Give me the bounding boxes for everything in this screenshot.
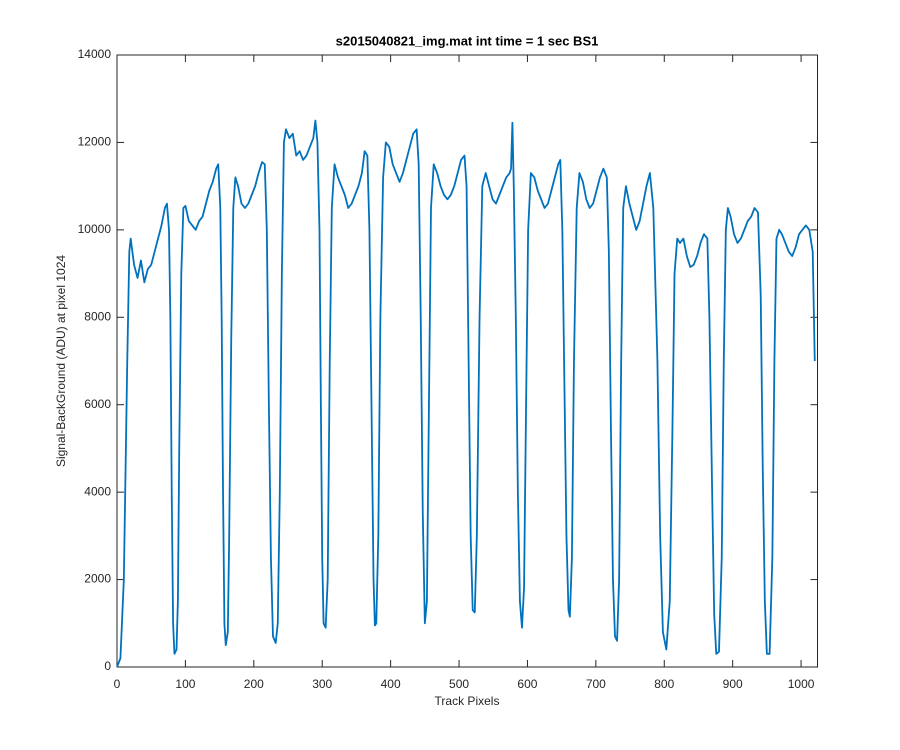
x-tick-label: 1000 xyxy=(788,677,815,691)
y-axis-label: Signal-BackGround (ADU) at pixel 1024 xyxy=(54,255,68,467)
x-tick-label: 500 xyxy=(449,677,469,691)
x-tick-label: 700 xyxy=(586,677,606,691)
y-tick-label: 12000 xyxy=(78,135,112,149)
x-tick-label: 200 xyxy=(244,677,264,691)
y-tick-label: 4000 xyxy=(84,484,111,498)
y-tick-label: 2000 xyxy=(84,572,111,586)
x-tick-label: 900 xyxy=(723,677,743,691)
plot-box xyxy=(116,54,818,668)
y-tick-label: 14000 xyxy=(78,47,112,61)
y-tick-label: 6000 xyxy=(84,397,111,411)
x-tick-label: 600 xyxy=(517,677,537,691)
x-tick-label: 100 xyxy=(175,677,195,691)
y-tick-label: 8000 xyxy=(84,309,111,323)
x-tick-label: 0 xyxy=(114,677,121,691)
x-tick-label: 800 xyxy=(654,677,674,691)
x-tick-label: 400 xyxy=(381,677,401,691)
x-axis-label: Track Pixels xyxy=(435,694,500,708)
x-tick-label: 300 xyxy=(312,677,332,691)
chart-title: s2015040821_img.mat int time = 1 sec BS1 xyxy=(336,33,599,48)
y-tick-label: 10000 xyxy=(78,222,112,236)
data-line xyxy=(116,119,816,668)
y-tick-label: 0 xyxy=(104,659,111,673)
